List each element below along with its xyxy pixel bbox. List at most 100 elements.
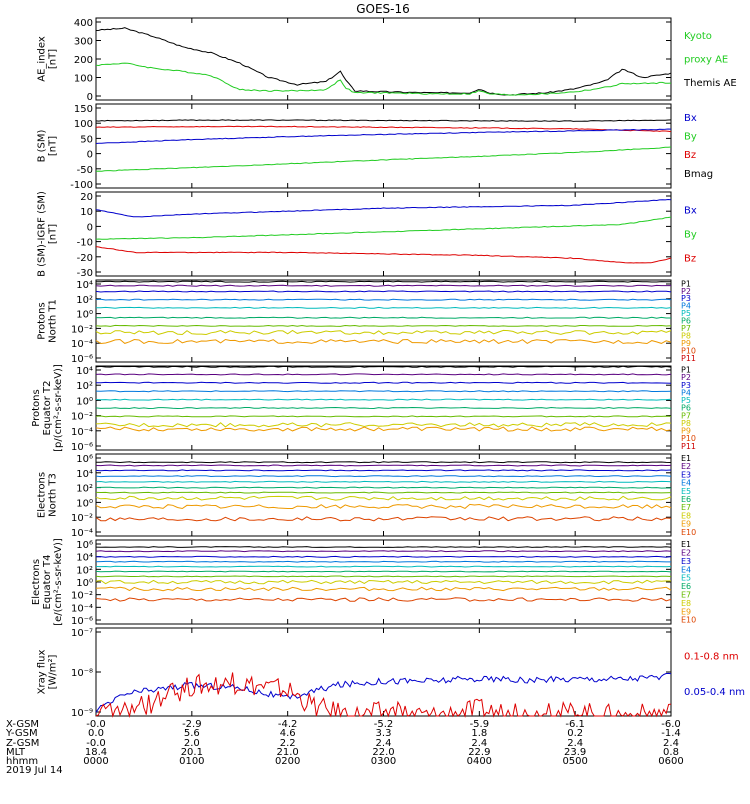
ephemeris-label: MLT: [6, 747, 26, 758]
series-P5: [95, 398, 672, 401]
series-P5: [95, 306, 672, 309]
y-tick-label: 10⁻⁴: [71, 339, 93, 350]
y-tick-label: -50: [77, 165, 93, 176]
ephemeris-value: 1.8: [471, 728, 487, 739]
channel-label: E1: [681, 454, 691, 463]
y-axis-label: North T1: [48, 299, 59, 343]
channel-label: P5: [681, 396, 691, 405]
y-tick-label: 10²: [76, 484, 93, 495]
legend-entry: Themis AE: [683, 78, 737, 89]
legend-entry: By: [684, 230, 697, 241]
channel-label: P4: [681, 302, 691, 311]
series-E7: [95, 575, 672, 578]
ephemeris-value: 0.2: [567, 728, 583, 739]
ephemeris-value: 0000: [83, 756, 108, 767]
y-axis-label: Equator T4: [42, 555, 53, 610]
series-Bx: [95, 128, 672, 144]
series-E5: [95, 480, 672, 483]
y-tick-label: 20: [80, 192, 93, 203]
series-E10: [95, 516, 672, 522]
y-tick-label: 10²: [76, 381, 93, 392]
series-By: [95, 146, 672, 172]
channel-label: E3: [681, 470, 691, 479]
y-tick-label: 10⁻⁴: [71, 528, 93, 539]
y-tick-label: 10⁴: [76, 280, 93, 291]
series-E2: [95, 464, 672, 467]
series-E8: [95, 579, 672, 585]
panel-8-data: [95, 672, 672, 718]
y-axis-label: [p/(cm²-s-sr-keV)]: [53, 364, 64, 452]
series-P2: [95, 373, 672, 376]
series-Bx: [95, 198, 672, 218]
ephemeris-value: 0100: [179, 756, 204, 767]
ephemeris-value: 18.4: [85, 747, 107, 758]
ephemeris-label: X-GSM: [6, 719, 39, 730]
channel-label: E5: [681, 574, 691, 583]
y-tick-label: 10⁶: [76, 540, 93, 551]
series-E7: [95, 491, 672, 494]
channel-label: E10: [681, 616, 696, 625]
channel-label: P10: [681, 346, 696, 355]
channel-label: E4: [681, 479, 691, 488]
legend-entry: proxy AE: [684, 55, 728, 66]
panel-5-data: [95, 365, 672, 432]
series-P9: [95, 426, 672, 432]
series-P4: [95, 390, 672, 393]
series-E1: [95, 461, 672, 464]
ephemeris-value: -5.2: [374, 719, 394, 730]
channel-label: P9: [681, 339, 691, 348]
y-tick-label: 10⁻⁴: [71, 427, 93, 438]
y-tick-label: 10⁰: [76, 396, 93, 407]
series-Bz: [95, 246, 672, 264]
series-P4: [95, 298, 672, 301]
channel-label: P9: [681, 427, 691, 436]
y-tick-label: 300: [74, 37, 93, 48]
channel-label: P11: [681, 354, 696, 363]
series-P6: [95, 406, 672, 410]
series-P2: [95, 284, 671, 287]
y-axis-label: [e/(cm²-s-sr-keV)]: [53, 538, 64, 626]
y-tick-label: 10²: [76, 565, 93, 576]
y-tick-label: 10⁻⁶: [71, 354, 93, 365]
channel-label: E9: [681, 607, 691, 616]
ephemeris-value: -1.4: [661, 728, 681, 739]
series-P3: [95, 381, 672, 384]
y-axis-label: [nT]: [48, 224, 59, 244]
channel-label: P8: [681, 419, 691, 428]
panel-5: 10⁴ 10² 10⁰ 10⁻² 10⁻⁴ 10⁻⁶ Protons Equator T2 [p…: [31, 364, 696, 453]
ephemeris-value: -5.9: [470, 719, 490, 730]
y-axis-label: Electrons: [31, 559, 42, 605]
panel-1-data: [95, 27, 672, 96]
channel-label: P8: [681, 332, 691, 341]
series-E3: [95, 555, 672, 558]
channel-label: P6: [681, 404, 691, 413]
series-P8: [95, 422, 672, 428]
ephemeris-value: 2.2: [280, 738, 296, 749]
legend-entry: Bx: [684, 113, 697, 124]
ephemeris-value: 22.0: [372, 747, 394, 758]
channel-label: P7: [681, 324, 691, 333]
series-P7: [95, 415, 672, 418]
panel-6-data: [95, 461, 672, 522]
y-tick-label: 10²: [76, 295, 93, 306]
y-tick-label: 400: [74, 18, 93, 29]
channel-label: P7: [681, 411, 691, 420]
channel-label: E2: [681, 549, 691, 558]
y-axis-label: B (SM): [37, 129, 48, 162]
series-Bz: [95, 125, 672, 133]
legend-entry: Bz: [684, 254, 696, 265]
channel-label: P2: [681, 373, 691, 382]
panel-7-data: [95, 546, 672, 602]
y-tick-label: 50: [80, 134, 93, 145]
ephemeris-value: 22.9: [468, 747, 490, 758]
y-tick-label: 0: [87, 150, 93, 161]
y-tick-label: -20: [77, 253, 93, 264]
y-tick-label: 10⁻²: [71, 412, 93, 423]
y-tick-label: 10⁻⁶: [71, 442, 93, 453]
ephemeris-label: hhmm: [6, 756, 38, 767]
y-tick-label: 0: [87, 222, 93, 233]
y-axis-label: AE_index: [37, 36, 48, 82]
series-Bmag: [95, 119, 672, 122]
